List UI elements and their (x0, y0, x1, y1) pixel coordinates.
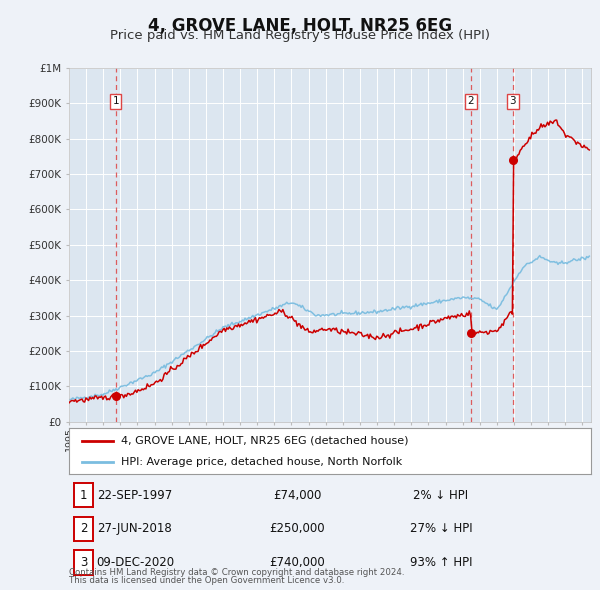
Text: 3: 3 (80, 556, 87, 569)
Text: 09-DEC-2020: 09-DEC-2020 (96, 556, 174, 569)
Text: 27-JUN-2018: 27-JUN-2018 (98, 522, 172, 536)
Text: 4, GROVE LANE, HOLT, NR25 6EG: 4, GROVE LANE, HOLT, NR25 6EG (148, 17, 452, 35)
Text: £250,000: £250,000 (269, 522, 325, 536)
Text: 2: 2 (468, 97, 475, 106)
Text: 2: 2 (80, 522, 87, 536)
Text: This data is licensed under the Open Government Licence v3.0.: This data is licensed under the Open Gov… (69, 576, 344, 585)
Text: 1: 1 (112, 97, 119, 106)
Text: 2% ↓ HPI: 2% ↓ HPI (413, 489, 469, 502)
Text: £74,000: £74,000 (273, 489, 321, 502)
Text: HPI: Average price, detached house, North Norfolk: HPI: Average price, detached house, Nort… (121, 457, 403, 467)
Text: Price paid vs. HM Land Registry's House Price Index (HPI): Price paid vs. HM Land Registry's House … (110, 30, 490, 42)
Text: 27% ↓ HPI: 27% ↓ HPI (410, 522, 472, 536)
Text: Contains HM Land Registry data © Crown copyright and database right 2024.: Contains HM Land Registry data © Crown c… (69, 568, 404, 577)
Text: 4, GROVE LANE, HOLT, NR25 6EG (detached house): 4, GROVE LANE, HOLT, NR25 6EG (detached … (121, 435, 409, 445)
Text: 1: 1 (80, 489, 87, 502)
Text: 93% ↑ HPI: 93% ↑ HPI (410, 556, 472, 569)
Text: 3: 3 (509, 97, 516, 106)
Text: 22-SEP-1997: 22-SEP-1997 (97, 489, 173, 502)
Text: £740,000: £740,000 (269, 556, 325, 569)
